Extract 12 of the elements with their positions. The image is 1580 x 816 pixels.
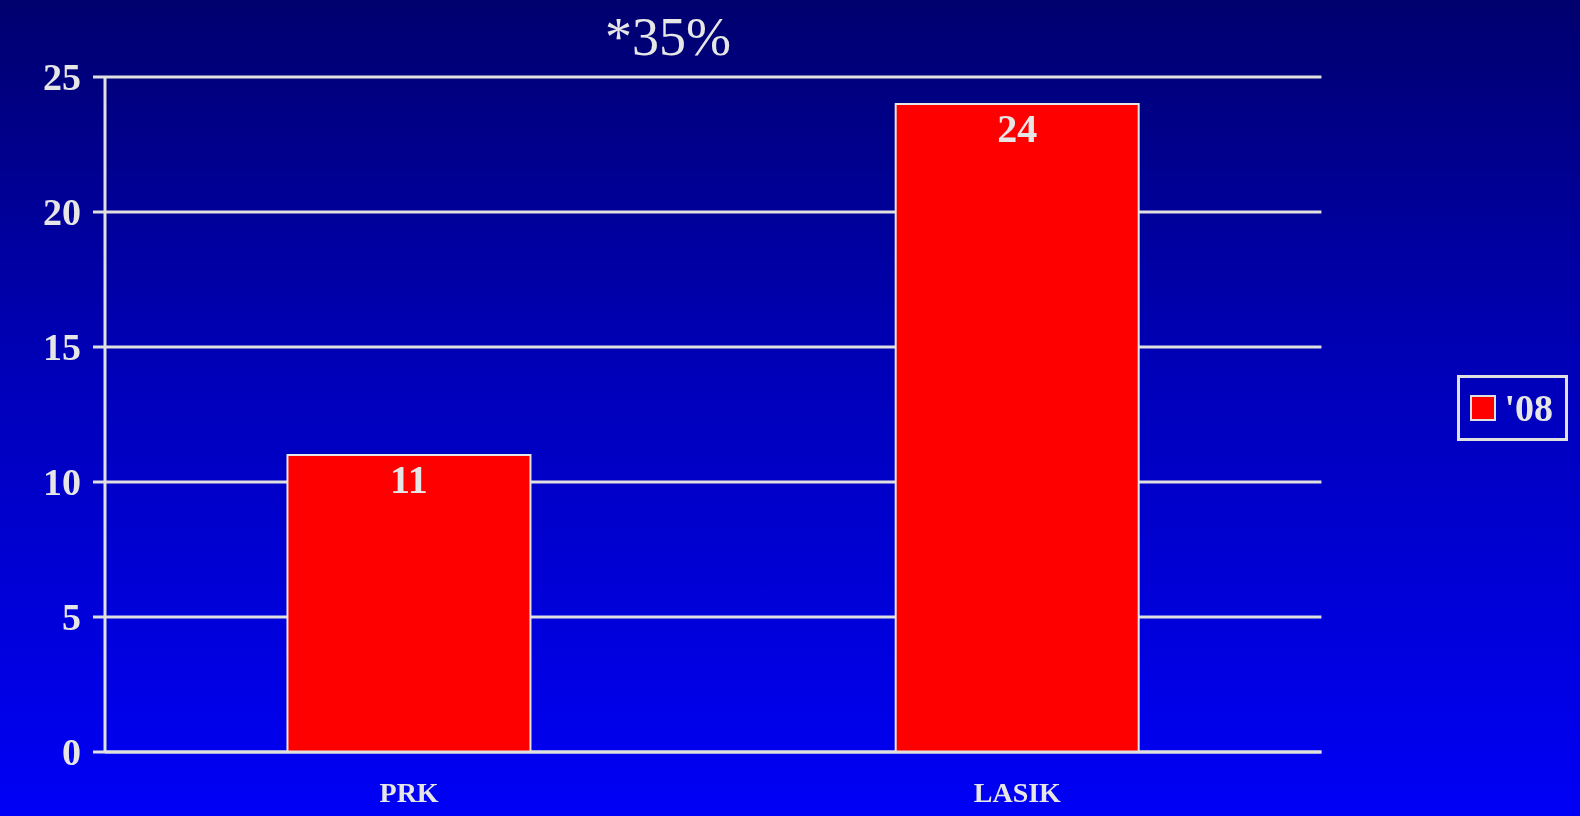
y-tick-label: 15 [43,326,81,369]
x-tick-label: PRK [379,776,439,808]
y-tick-label: 10 [43,461,81,504]
y-tick-label: 25 [43,56,81,99]
text: *35% [605,6,731,68]
y-tick-label: 20 [43,191,81,234]
y-tick-label: 5 [62,596,81,639]
x-tick-label: LASIK [973,776,1062,808]
data-label: 11 [390,457,428,503]
y-tick-label: 0 [62,731,81,774]
legend-label: '08 [1504,386,1553,430]
data-label: 24 [997,106,1038,152]
